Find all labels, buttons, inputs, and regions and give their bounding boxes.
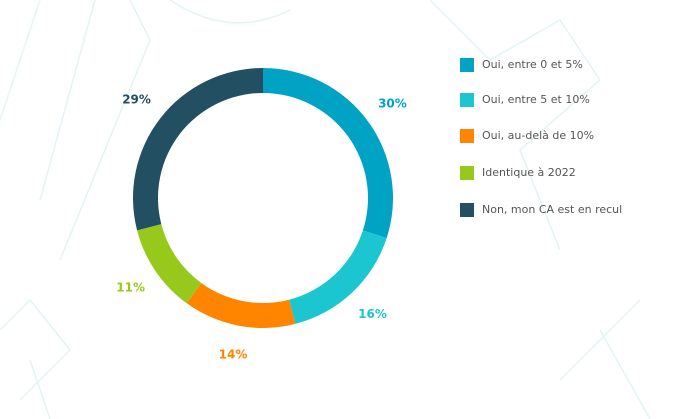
legend-label: Oui, entre 5 et 10% [482, 93, 590, 106]
value-label: 14% [219, 348, 248, 362]
legend-label: Oui, au-delà de 10% [482, 129, 594, 142]
value-label: 11% [116, 280, 145, 294]
donut-segment [132, 68, 263, 231]
legend-label: Identique à 2022 [482, 166, 576, 179]
value-label: 30% [378, 96, 407, 110]
value-label: 16% [358, 307, 387, 321]
legend: Oui, entre 0 et 5% Oui, entre 5 et 10% Oui… [460, 58, 622, 217]
legend-label: Non, mon CA est en recul [482, 203, 622, 216]
legend-swatch [460, 93, 474, 107]
legend-swatch [460, 58, 474, 72]
donut: 30% 16% 14% 11% 29% [116, 68, 407, 362]
value-label: 29% [122, 92, 151, 106]
donut-segment [186, 282, 296, 329]
legend-label: Oui, entre 0 et 5% [482, 58, 583, 71]
legend-swatch [460, 166, 474, 180]
donut-segment [263, 68, 393, 239]
donut-segment [137, 224, 202, 304]
legend-swatch [460, 129, 474, 143]
legend-swatch [460, 203, 474, 217]
donut-segment [289, 230, 387, 324]
background-watermark [0, 0, 651, 419]
